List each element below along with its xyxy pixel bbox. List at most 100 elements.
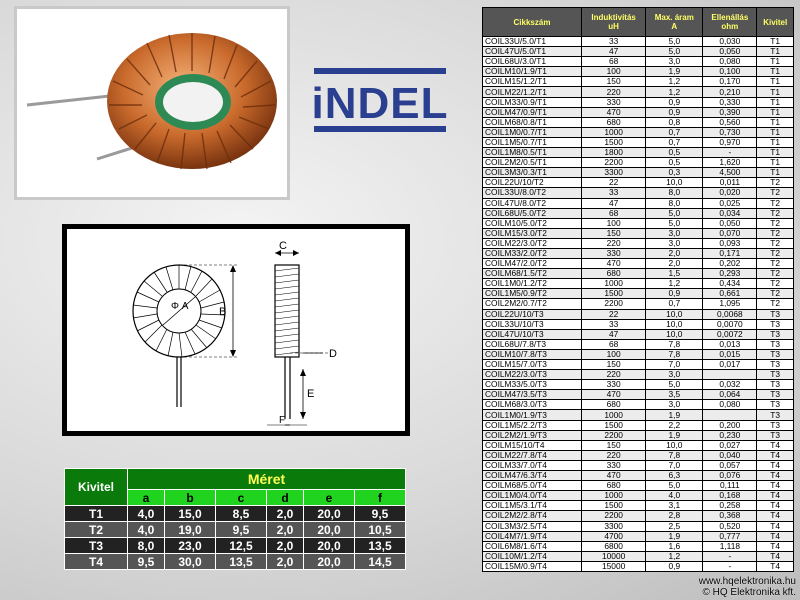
cell-resistance: 0,015 xyxy=(702,348,758,361)
table-row: COIL47U/8.0/T2 47 8,0 0,025 T2 xyxy=(482,197,794,209)
cell-type: T3 xyxy=(756,419,794,431)
table-row: COIL15M/0.9/T4 15000 0,9- T4 xyxy=(482,560,794,572)
cell-inductance: 470 xyxy=(580,389,647,401)
cell-resistance: 0,730 xyxy=(702,126,758,138)
cell-type: T4 xyxy=(756,550,794,562)
cell-resistance: 0,064 xyxy=(702,389,758,401)
cell-type: T2 xyxy=(756,258,794,270)
size-cell: 13,5 xyxy=(353,537,407,554)
cell-inductance: 1000 xyxy=(580,126,647,138)
cell-inductance: 33 xyxy=(580,187,647,199)
product-table: Cikkszám Induktivitás uH Max. áram A Ellen… xyxy=(482,7,794,572)
table-row: COIL2M2/2.8/T4 2200 2,8 0,368 T4 xyxy=(482,510,794,522)
cell-resistance: 0,202 xyxy=(702,258,758,270)
size-table-meret-header: Méret xyxy=(127,468,406,490)
cell-current: 2,0 xyxy=(645,258,704,270)
cell-code: COIL4M7/1.9/T4 xyxy=(482,530,582,542)
cell-current: 5,0 xyxy=(645,217,704,229)
toroid-windings xyxy=(109,33,277,170)
header-code: Cikkszám xyxy=(482,7,582,37)
cell-resistance: 0,560 xyxy=(702,116,758,128)
footer-url[interactable]: www.hqelektronika.hu xyxy=(698,576,796,587)
size-cell: 2,0 xyxy=(265,521,305,538)
cell-current: 0,9 xyxy=(645,288,704,300)
cell-inductance: 3300 xyxy=(580,167,647,179)
table-row: COILM47/3.5/T3 470 3,5 0,064 T3 xyxy=(482,389,794,401)
toroid-center xyxy=(163,82,223,122)
cell-type: T2 xyxy=(756,187,794,199)
cell-resistance: - xyxy=(702,550,758,562)
cell-type: T1 xyxy=(756,66,794,78)
cell-inductance: 47 xyxy=(580,328,647,340)
cell-resistance: 0,210 xyxy=(702,86,758,98)
size-cell: 8,0 xyxy=(126,537,166,554)
cell-code: COIL2M2/0.7/T2 xyxy=(482,298,582,310)
cell-resistance: 0,050 xyxy=(702,217,758,229)
cell-inductance: 10000 xyxy=(580,550,647,562)
cell-type: T4 xyxy=(756,560,794,572)
cell-type: T2 xyxy=(756,288,794,300)
cell-type: T3 xyxy=(756,308,794,320)
cell-type: T1 xyxy=(756,76,794,88)
table-row: COIL1M0/1.9/T3 1000 1,9 T3 xyxy=(482,409,794,421)
cell-type: T3 xyxy=(756,358,794,371)
size-cell: 2,0 xyxy=(265,537,305,554)
cell-inductance: 2200 xyxy=(580,298,647,310)
cell-code: COILM22/3.0/T2 xyxy=(482,237,582,249)
cell-current: 4,0 xyxy=(645,490,704,502)
cell-resistance: 0,070 xyxy=(702,227,758,239)
cell-resistance: 0,025 xyxy=(702,197,758,209)
cell-type: T3 xyxy=(756,348,794,361)
table-row: COILM47/6.3/T4 470 6,3 0,076 T4 xyxy=(482,470,794,482)
cell-inductance: 2200 xyxy=(580,157,647,169)
table-row: COIL4M7/1.9/T4 4700 1,9 0,777 T4 xyxy=(482,530,794,542)
size-cell: 20,0 xyxy=(303,553,355,570)
cell-code: COILM10/5.0/T2 xyxy=(482,217,582,229)
size-row-type: T3 xyxy=(64,537,128,554)
cell-type: T1 xyxy=(756,86,794,98)
footer-copyright: © HQ Elektronika kft. xyxy=(702,587,796,598)
cell-type: T4 xyxy=(756,459,794,472)
dimension-drawing-svg: Φ A B xyxy=(132,240,337,426)
cell-code: COIL33U/8.0/T2 xyxy=(482,187,582,199)
size-row-t3: T3 8,0 23,0 12,5 2,0 20,0 13,5 xyxy=(64,537,407,554)
table-row: COILM68/3.0/T3 680 3,0 0,080 T3 xyxy=(482,399,794,411)
cell-code: COILM15/7.0/T3 xyxy=(482,358,582,371)
cell-code: COIL1M5/3.1/T4 xyxy=(482,500,582,512)
cell-resistance: 1,620 xyxy=(702,157,758,169)
cell-type: T4 xyxy=(756,520,794,532)
cell-code: COILM22/3.0/T3 xyxy=(482,369,582,381)
cell-inductance: 22 xyxy=(580,308,647,320)
cell-inductance: 2200 xyxy=(580,510,647,522)
cell-type: T2 xyxy=(756,197,794,209)
cell-inductance: 33 xyxy=(580,318,647,330)
cell-type: T3 xyxy=(756,318,794,330)
cell-current: 5,0 xyxy=(645,480,704,492)
cell-code: COILM68/0.8/T1 xyxy=(482,116,582,128)
size-row-t4: T4 9,5 30,0 13,5 2,0 20,0 14,5 xyxy=(64,553,407,570)
cell-current: 0,7 xyxy=(645,126,704,138)
size-row-t2: T2 4,0 19,0 9,5 2,0 20,0 10,5 xyxy=(64,521,407,538)
cell-inductance: 680 xyxy=(580,268,647,280)
cell-resistance: 0,017 xyxy=(702,358,758,371)
table-row: COIL2M2/0.7/T2 2200 0,7 1,095 T2 xyxy=(482,298,794,310)
table-row: COIL1M0/4.0/T4 1000 4,0 0,168 T4 xyxy=(482,490,794,502)
table-row: COIL68U/7.8/T3 68 7,8 0,013 T3 xyxy=(482,338,794,350)
cell-current: 7,8 xyxy=(645,348,704,361)
table-row: COIL1M5/0.7/T1 1500 0,7 0,970 T1 xyxy=(482,136,794,149)
cell-inductance: 150 xyxy=(580,227,647,239)
size-table-body: T1 4,0 15,0 8,5 2,0 20,0 9,5 T2 4,0 19,0 9,5 2,0 20,… xyxy=(64,505,407,570)
cell-current: 8,0 xyxy=(645,197,704,209)
cell-resistance: 0,111 xyxy=(702,480,758,492)
size-column-b: b xyxy=(164,489,216,506)
side-view-windings xyxy=(274,267,300,356)
cell-current: 0,5 xyxy=(645,157,704,169)
table-row: COIL1M0/0.7/T1 1000 0,7 0,730 T1 xyxy=(482,126,794,138)
cell-current: 3,0 xyxy=(645,227,704,239)
cell-code: COILM33/5.0/T3 xyxy=(482,379,582,391)
cell-inductance: 680 xyxy=(580,399,647,411)
cell-current: 10,0 xyxy=(645,328,704,340)
cell-resistance: 0,100 xyxy=(702,66,758,78)
